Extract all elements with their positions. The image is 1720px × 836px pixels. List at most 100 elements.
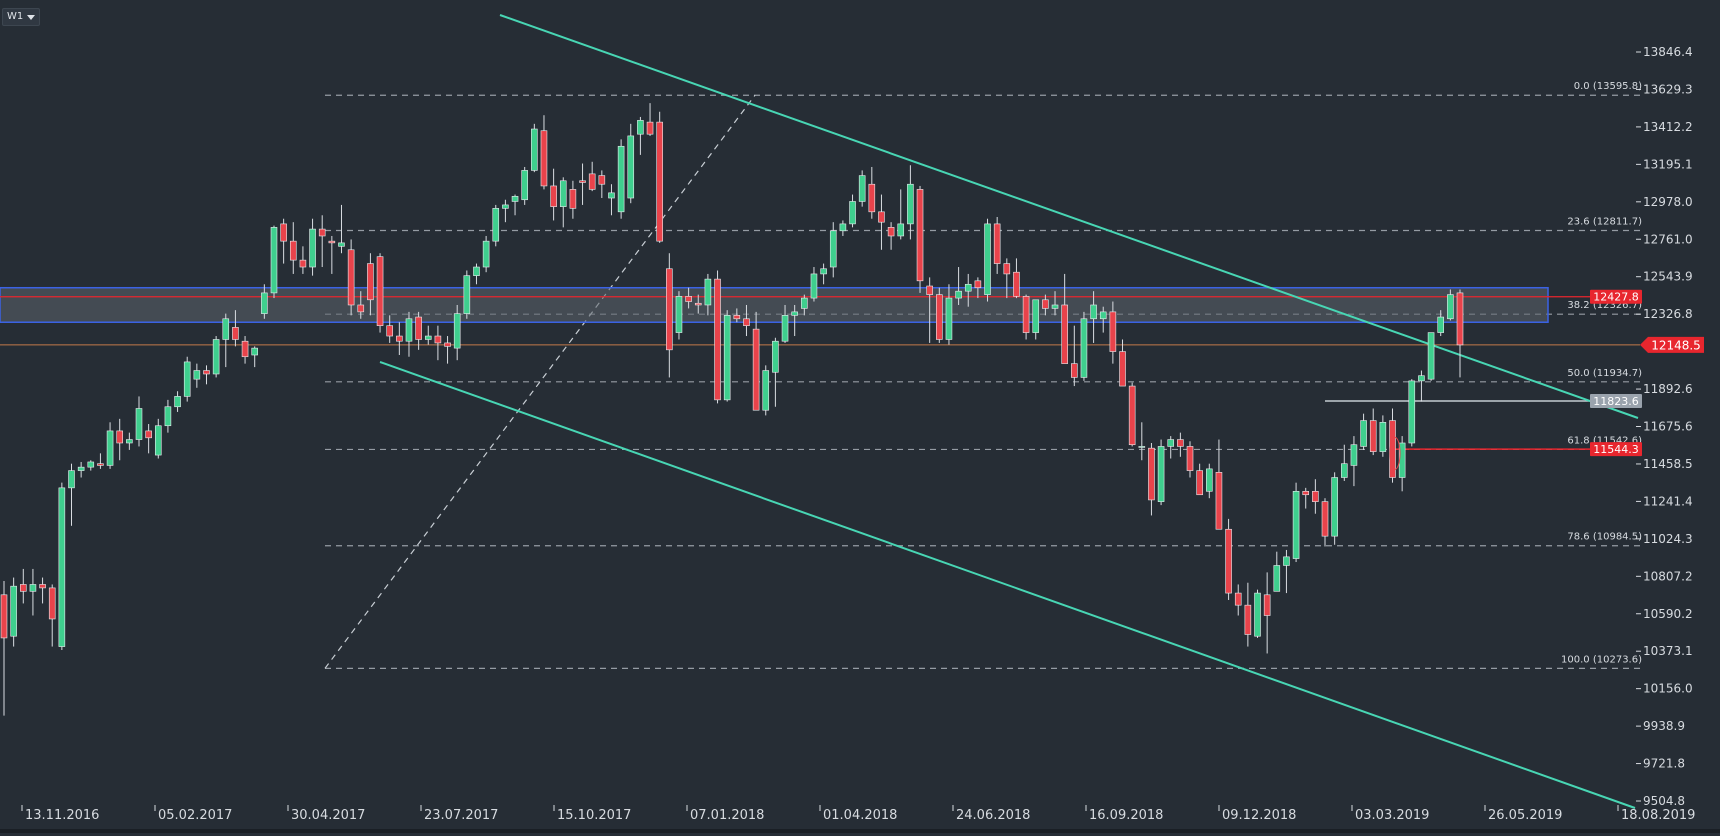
candle-body-bull <box>68 470 75 489</box>
candle <box>1350 436 1358 487</box>
candle <box>637 116 644 155</box>
candle-body-bull <box>222 318 230 340</box>
candle <box>376 253 384 333</box>
candle-body-bear <box>1196 470 1203 496</box>
candle-body-bear <box>39 584 46 589</box>
candle <box>945 284 953 345</box>
candle <box>617 139 625 219</box>
candle <box>887 222 895 250</box>
candle-body-bear <box>974 280 982 289</box>
candle-body-bull <box>453 313 461 349</box>
candle <box>955 267 962 305</box>
candle-body-bull <box>135 408 143 440</box>
y-tick-label: 12326.8 <box>1643 307 1693 321</box>
resistance-zone <box>0 286 1640 450</box>
candle <box>762 365 770 416</box>
candle-body-bull <box>1273 565 1281 592</box>
candle <box>598 170 606 199</box>
candle <box>1341 444 1348 481</box>
candle-body-bull <box>473 266 480 276</box>
fibonacci-levels: 0.0 (13595.8) 23.6 (12811.7) 38.2 (12326.7… <box>324 81 1642 669</box>
y-axis: 13846.4 13629.3 13412.2 13195.1 12978.0 12761… <box>1636 45 1693 808</box>
y-tick-label: 11024.3 <box>1643 532 1693 546</box>
candle <box>415 311 422 350</box>
candle-body-bull <box>675 296 683 333</box>
candle <box>984 218 991 302</box>
candle <box>232 310 239 347</box>
candle-body-bull <box>1032 299 1040 333</box>
candle-body-bull <box>511 195 519 202</box>
candle-body-bull <box>1379 421 1387 452</box>
candle-body-bear <box>376 256 384 326</box>
candle <box>434 325 442 361</box>
x-tick-label: 05.02.2017 <box>158 808 232 823</box>
timeframe-label: W1 <box>7 11 24 22</box>
candle-body-bull <box>261 292 268 314</box>
candle-body-bear <box>694 302 702 306</box>
candle-body-bull <box>858 175 866 202</box>
candle-body-bull <box>559 180 567 207</box>
candle-body-bull <box>945 297 953 340</box>
candle-body-bear <box>1013 271 1020 297</box>
y-tick-label: 12543.9 <box>1643 270 1693 284</box>
candle-body-bull <box>810 273 818 299</box>
y-tick-label: 10807.2 <box>1643 569 1693 583</box>
candle-body-bull <box>1418 375 1425 382</box>
candle <box>579 163 586 205</box>
candle <box>1283 549 1290 594</box>
candle-body-bear <box>1177 439 1184 447</box>
candle <box>588 161 596 192</box>
x-axis: 13.11.2016 05.02.2017 30.04.2017 23.07.2017… <box>0 805 1720 833</box>
candle-body-bull <box>627 135 635 199</box>
candle <box>1119 339 1126 387</box>
candle-body-bull <box>829 230 837 268</box>
candle <box>135 396 143 447</box>
candle-body-bull <box>502 204 509 209</box>
candle <box>752 311 760 411</box>
fib-level-label: 38.2 (12326.7) <box>1567 300 1642 311</box>
candle-body-bull <box>849 201 856 225</box>
candle <box>251 346 258 368</box>
candle-body-bear <box>1456 292 1464 346</box>
candle <box>743 304 750 337</box>
candle-body-bull <box>897 223 905 237</box>
candle <box>367 253 374 316</box>
candle-body-bear <box>48 587 56 620</box>
candle <box>801 294 808 316</box>
candle <box>386 315 393 343</box>
candle <box>1379 415 1387 457</box>
candle <box>1148 442 1155 516</box>
candle-body-bear <box>1186 446 1194 471</box>
candle <box>1206 463 1213 499</box>
candle-body-bull <box>154 425 162 456</box>
candle-body-bull <box>1408 380 1416 444</box>
candle <box>1061 273 1068 364</box>
candle-body-bear <box>993 223 1001 264</box>
candle-body-bear <box>1003 263 1011 275</box>
price-tags: 12427.8 12148.5 11823.6 11544.3 <box>1590 289 1704 457</box>
price-tag-shape <box>1590 442 1642 457</box>
candle <box>29 568 37 616</box>
breakout-marker <box>1389 436 1401 470</box>
candle-body-bear <box>328 240 336 244</box>
candle-body-bull <box>637 120 644 135</box>
price-tag-label: 11544.3 <box>1593 443 1639 456</box>
candle-body-bull <box>463 275 471 314</box>
candle <box>1369 408 1377 456</box>
candle-body-bull <box>58 487 66 647</box>
candle <box>1225 518 1232 600</box>
candle <box>897 189 905 240</box>
candle <box>1042 294 1049 316</box>
candle <box>58 482 66 651</box>
fib-level-label: 50.0 (11934.7) <box>1567 368 1642 379</box>
x-tick-label: 30.04.2017 <box>291 808 365 823</box>
candle-body-bull <box>338 242 345 247</box>
candle <box>1032 299 1040 340</box>
candle <box>704 273 712 316</box>
candle <box>482 235 490 273</box>
candle <box>608 184 615 216</box>
candle-body-bear <box>646 121 654 135</box>
candle <box>106 422 114 469</box>
timeframe-selector[interactable]: W1 <box>2 8 41 26</box>
